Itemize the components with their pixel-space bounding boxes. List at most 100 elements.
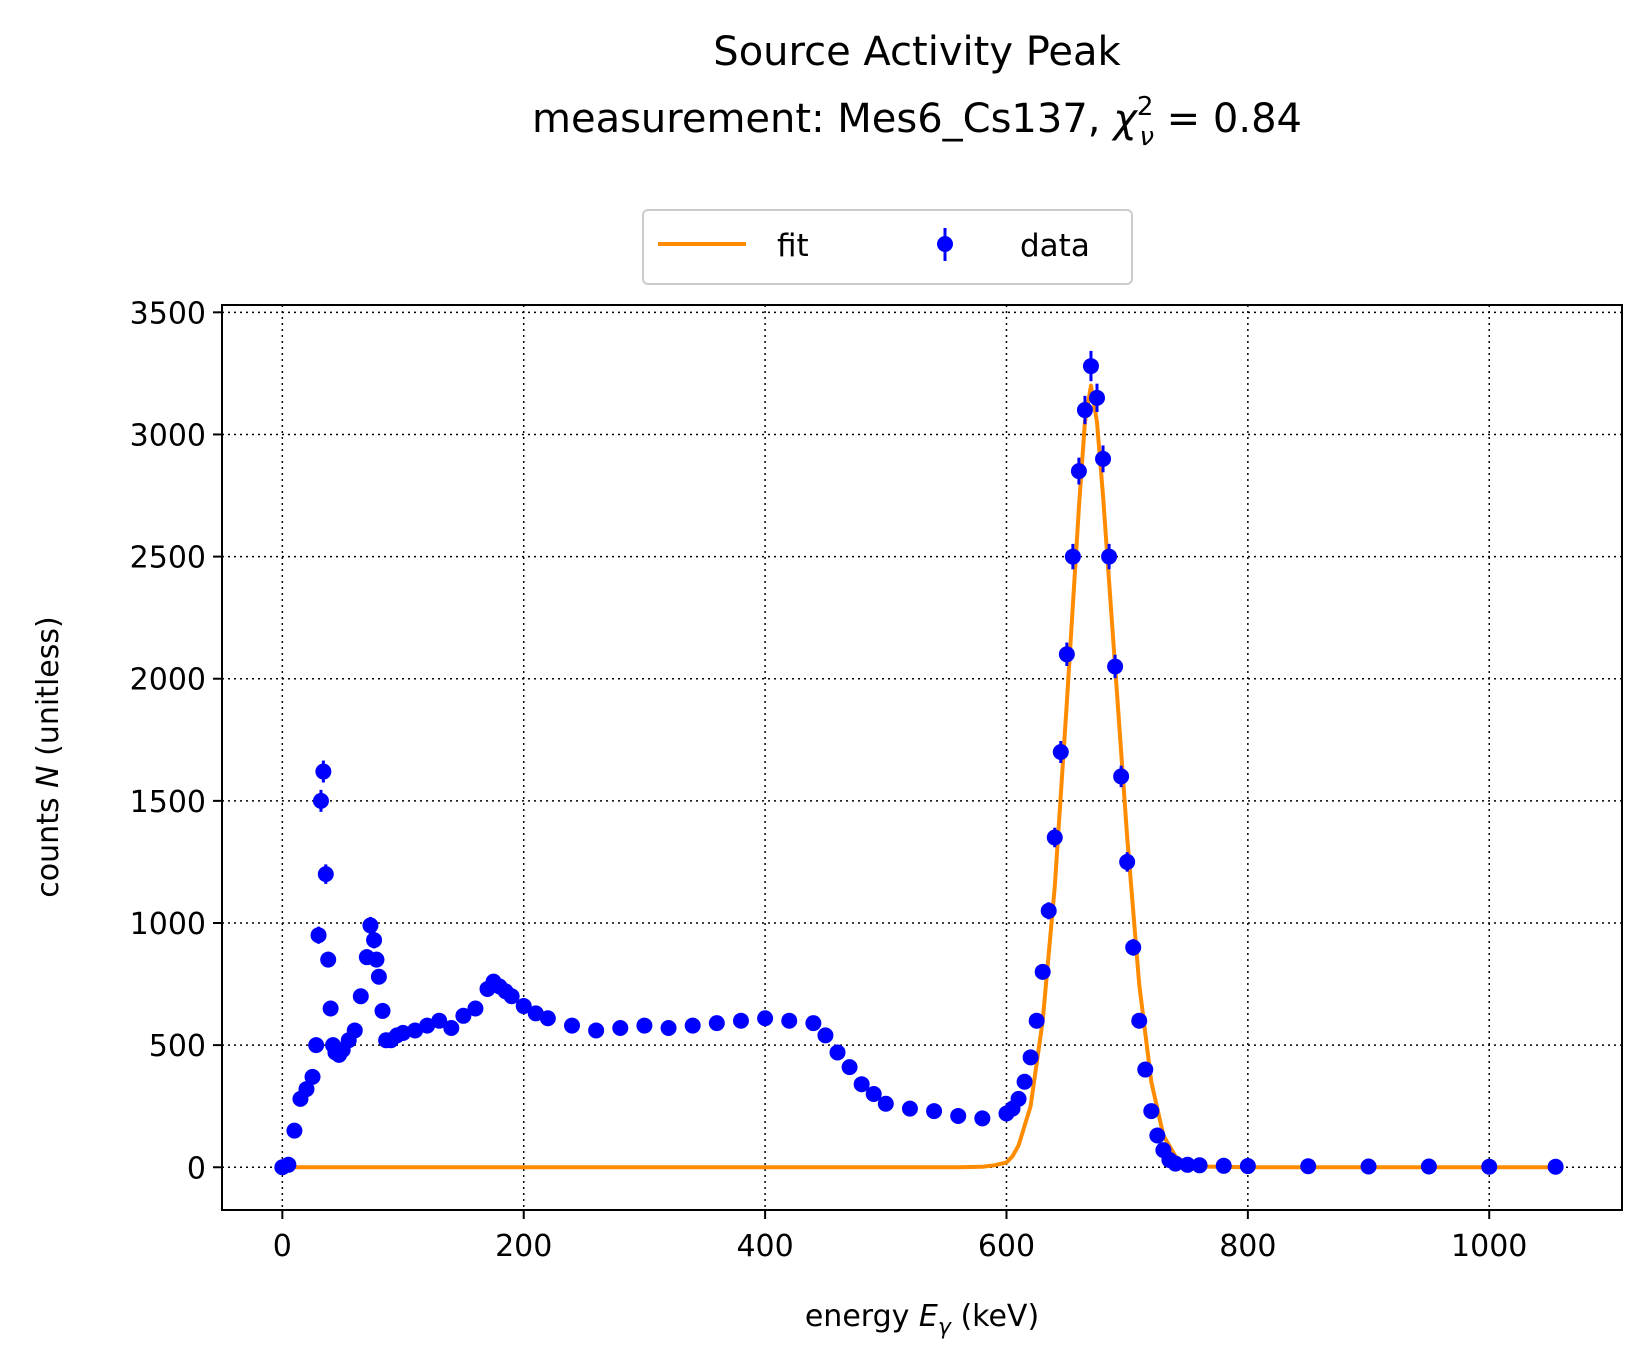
y-tick-label: 3000 [130, 418, 206, 453]
y-tick-label: 3500 [130, 296, 206, 331]
data-point [1131, 1012, 1148, 1029]
subtitle-stat-sup: 2 [1137, 92, 1154, 122]
data-point [865, 1085, 882, 1102]
data-point [286, 1122, 303, 1139]
data-point [527, 1005, 544, 1022]
data-point [539, 1010, 556, 1027]
data-point [362, 917, 379, 934]
data-point [503, 988, 520, 1005]
data-point [1239, 1158, 1256, 1175]
data-point [1360, 1158, 1377, 1175]
data-point [312, 792, 329, 809]
axes-frame [221, 304, 1623, 1211]
data-point [368, 951, 385, 968]
plot-area: 0 200 400 600 800 1000 0 500 1000 1500 2000 2500 30… [130, 296, 1623, 1264]
grid [222, 305, 1622, 1210]
data-point [636, 1017, 653, 1034]
subtitle-prefix: measurement: Mes6_Cs137, [532, 96, 1113, 142]
data-point [1119, 853, 1136, 870]
data-point [588, 1022, 605, 1039]
subtitle-stat-symbol: χ [1111, 96, 1138, 142]
data-point [407, 1022, 424, 1039]
x-tick-label: 1000 [1451, 1229, 1527, 1264]
data-point [1076, 402, 1093, 419]
data-point [298, 1081, 315, 1098]
x-tick-label: 200 [495, 1229, 552, 1264]
data-point [974, 1110, 991, 1127]
data-point [1420, 1158, 1437, 1175]
data-point [757, 1010, 774, 1027]
data-point [443, 1020, 460, 1037]
data-point [431, 1012, 448, 1029]
data-point [732, 1012, 749, 1029]
data-point [1179, 1156, 1196, 1173]
data-point [1016, 1073, 1033, 1090]
data-point [1089, 389, 1105, 406]
subtitle-stat-value: = 0.84 [1154, 96, 1302, 142]
data-point [395, 1024, 412, 1041]
data-point [612, 1020, 629, 1037]
data-point [374, 1002, 391, 1019]
data-point [1095, 450, 1112, 467]
data-point [926, 1103, 943, 1120]
data-point [315, 763, 332, 780]
fit-series [282, 383, 1556, 1170]
data-point [660, 1020, 677, 1037]
data-point [352, 988, 369, 1005]
data-point [817, 1027, 834, 1044]
data-point [1082, 358, 1099, 375]
y-tick-label: 1500 [130, 785, 206, 820]
y-axis-ticks: 0 500 1000 1500 2000 2500 3000 3500 [130, 296, 222, 1186]
y-tick-label: 2500 [130, 541, 206, 576]
data-point [515, 998, 532, 1015]
x-tick-label: 0 [273, 1229, 292, 1264]
data-point [1034, 963, 1051, 980]
data-point [1107, 658, 1124, 675]
data-point [708, 1015, 725, 1032]
data-point [950, 1107, 967, 1124]
data-point [1547, 1158, 1564, 1175]
y-tick-label: 500 [149, 1029, 206, 1064]
x-tick-label: 800 [1219, 1229, 1276, 1264]
data-point [1028, 1012, 1045, 1029]
data-point [781, 1012, 798, 1029]
y-tick-label: 2000 [130, 663, 206, 698]
legend-fit-label: fit [777, 228, 809, 264]
data-point [564, 1017, 580, 1034]
data-point [419, 1017, 436, 1034]
legend-data-label: data [1020, 228, 1090, 264]
legend: fit data [642, 209, 1133, 285]
subtitle-stat-sub: ν [1139, 122, 1154, 152]
data-point [304, 1068, 321, 1085]
data-point [1064, 548, 1081, 565]
data-point [346, 1022, 363, 1039]
data-point [829, 1044, 846, 1061]
chart-subtitle: measurement: Mes6_Cs137, χ2 ν = 0.84 [532, 92, 1302, 152]
data-point [1010, 1090, 1027, 1107]
x-tick-label: 400 [736, 1229, 793, 1264]
data-point [310, 927, 327, 944]
legend-frame [642, 209, 1133, 285]
data-point [1137, 1061, 1154, 1078]
y-axis-label: counts N (unitless) [31, 616, 66, 897]
data-point [366, 932, 383, 949]
legend-data-marker [937, 236, 953, 252]
data-point [1052, 744, 1069, 761]
data-point [467, 1000, 484, 1017]
data-point [320, 951, 337, 968]
chart-title: Source Activity Peak [713, 29, 1121, 75]
fit-line [282, 383, 1556, 1170]
data-point [877, 1095, 894, 1112]
data-point [1022, 1049, 1039, 1066]
data-point [1040, 902, 1057, 919]
data-point [841, 1059, 858, 1076]
data-point [1046, 829, 1063, 846]
x-axis-ticks: 0 200 400 600 800 1000 [273, 1210, 1527, 1264]
data-point [1149, 1127, 1166, 1144]
data-point [1215, 1157, 1232, 1174]
data-point [455, 1007, 472, 1024]
y-tick-label: 0 [187, 1151, 206, 1186]
data-point [805, 1015, 822, 1032]
data-point [1481, 1158, 1498, 1175]
